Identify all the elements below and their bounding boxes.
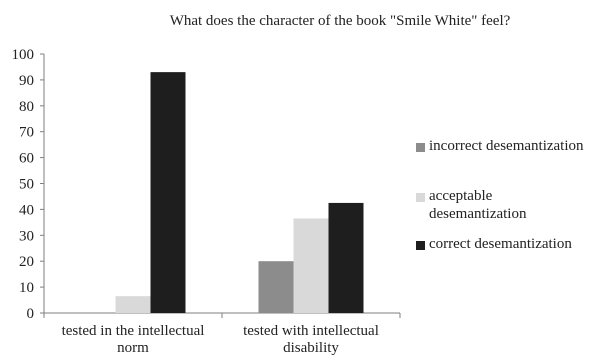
- legend-swatch: [416, 241, 425, 250]
- bars: [115, 72, 364, 313]
- legend-item: correct desemantization: [416, 235, 572, 253]
- legend-label: correct desemantization: [429, 236, 572, 252]
- y-tick-label: 90: [19, 73, 34, 89]
- legend-label: acceptable desemantization: [429, 188, 527, 222]
- y-tick-label: 20: [19, 254, 34, 270]
- bar-acceptable-desemantization: [293, 218, 329, 313]
- y-tick-label: 100: [12, 47, 35, 63]
- y-tick-label: 40: [19, 202, 34, 218]
- bar-incorrect-desemantization: [258, 261, 294, 313]
- legend-swatch: [416, 193, 425, 202]
- legend-item: acceptable desemantization: [416, 187, 569, 223]
- legend-item: incorrect desemantization: [416, 137, 584, 155]
- y-tick-label: 0: [27, 306, 35, 322]
- legend-swatch: [416, 143, 425, 152]
- bar-acceptable-desemantization: [115, 296, 151, 313]
- axes: 0 10 20 30 40 50 60 70 80 90 100: [12, 47, 401, 322]
- chart-title: What does the character of the book "Smi…: [170, 13, 511, 29]
- bar-correct-desemantization: [328, 202, 364, 313]
- legend-label: incorrect desemantization: [429, 138, 584, 154]
- y-tick-label: 30: [19, 228, 34, 244]
- y-tick-label: 50: [19, 177, 34, 193]
- bar-correct-desemantization: [150, 72, 186, 313]
- x-category-label: tested with intellectual: [243, 323, 379, 339]
- y-tick-label: 80: [19, 99, 34, 115]
- legend: incorrect desemantization acceptable dese…: [416, 0, 611, 361]
- y-tick-label: 70: [19, 125, 34, 141]
- x-category-label: disability: [283, 340, 339, 356]
- y-tick-label: 10: [19, 280, 34, 296]
- y-tick-label: 60: [19, 151, 34, 167]
- x-category-label: tested in the intellectual: [62, 323, 205, 339]
- x-category-label: norm: [117, 340, 149, 356]
